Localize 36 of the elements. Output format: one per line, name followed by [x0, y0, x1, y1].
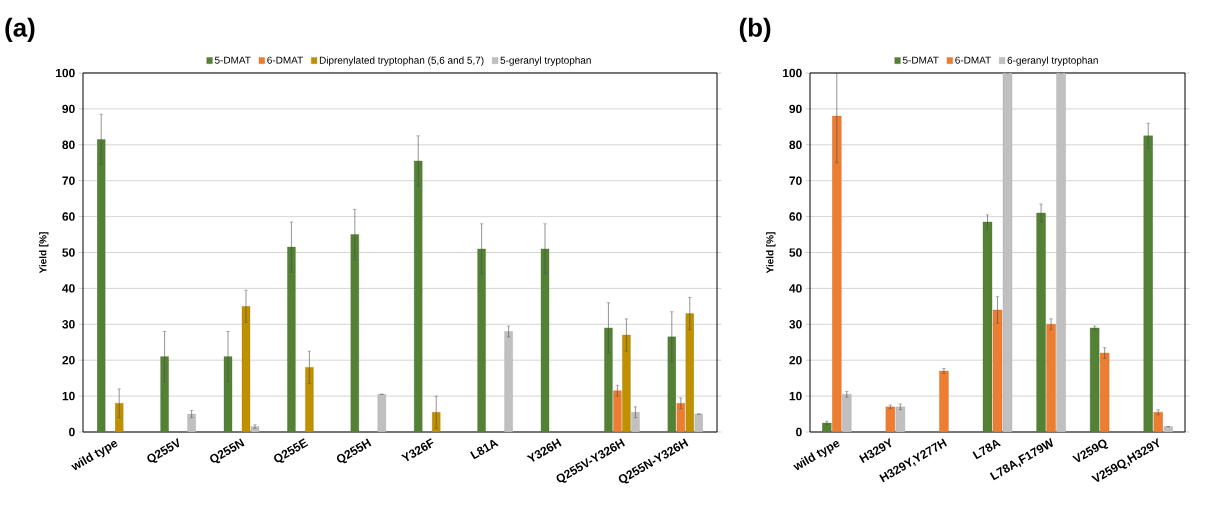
y-tick-label: 90	[62, 104, 75, 114]
x-tick-label: wild type	[71, 441, 118, 471]
legend-label: Diprenylated tryptophan (5,6 and 5,7)	[319, 56, 484, 66]
y-tick-label: 80	[62, 140, 75, 150]
y-axis-title: Yield [%]	[766, 232, 776, 274]
y-tick-label: 60	[789, 212, 802, 221]
y-tick-label: 60	[62, 212, 75, 221]
chart-title: (a)	[5, 17, 35, 42]
y-tick-label: 10	[789, 391, 802, 401]
y-tick-label: 80	[789, 140, 802, 150]
x-tick-label: wild type	[793, 441, 840, 471]
legend-label: 5-DMAT	[902, 56, 939, 64]
y-tick-label: 0	[796, 427, 802, 437]
legend-label: 6-DMAT	[955, 56, 991, 64]
y-tick-label: 100	[56, 68, 75, 78]
y-tick-label: 40	[789, 284, 802, 293]
y-tick-label: 10	[62, 391, 75, 401]
legend-label: 5-geranyl tryptophan	[500, 56, 591, 66]
y-tick-label: 50	[62, 248, 75, 257]
y-axis-title: Yield [%]	[39, 232, 49, 274]
chart-title: (b)	[739, 17, 771, 42]
y-tick-label: 100	[783, 68, 802, 78]
y-tick-label: 20	[789, 355, 802, 365]
legend-label: 6-geranyl tryptophan	[1007, 56, 1098, 66]
legend-label: 5-DMAT	[214, 56, 251, 64]
y-tick-label: 40	[62, 284, 75, 293]
y-tick-label: 90	[789, 104, 802, 114]
legend-label: 6-DMAT	[267, 56, 303, 64]
y-tick-label: 0	[69, 427, 75, 437]
y-tick-label: 30	[62, 320, 75, 329]
y-tick-label: 20	[62, 355, 75, 365]
x-tick-label: L81A	[470, 439, 499, 460]
y-tick-label: 70	[789, 176, 802, 185]
y-tick-label: 70	[62, 176, 75, 185]
y-tick-label: 50	[789, 248, 802, 257]
y-tick-label: 30	[789, 320, 802, 329]
